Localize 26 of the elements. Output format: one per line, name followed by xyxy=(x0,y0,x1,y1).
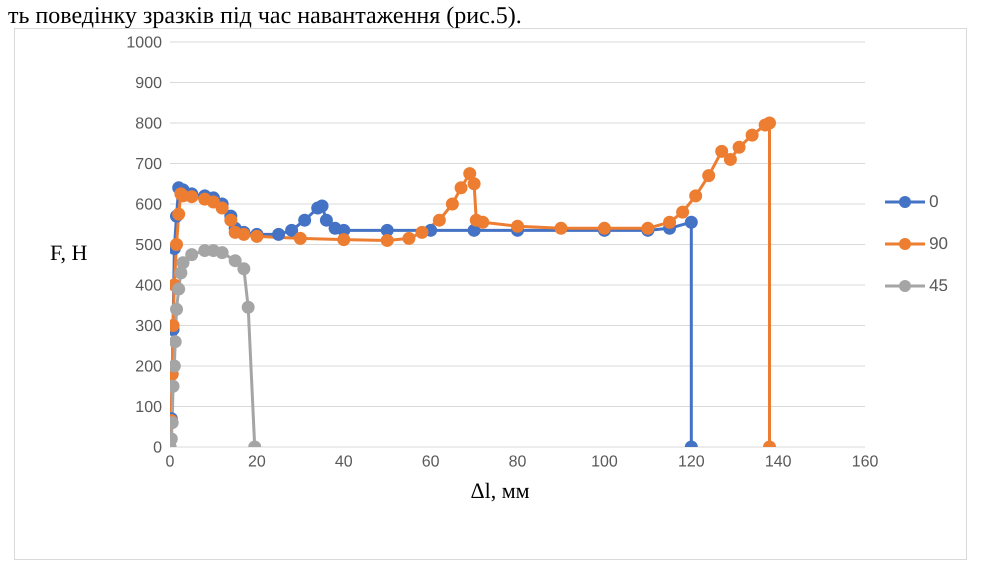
y-axis-title: F, H xyxy=(50,240,88,266)
y-tick-label: 200 xyxy=(135,358,162,376)
y-tick-label: 500 xyxy=(135,237,162,254)
x-tick-label: 100 xyxy=(591,453,618,470)
y-tick-label: 0 xyxy=(153,440,162,457)
y-tick-label: 800 xyxy=(135,116,162,133)
x-tick-label: 40 xyxy=(334,453,353,470)
x-tick-label: 60 xyxy=(422,453,440,470)
x-tick-label: 120 xyxy=(678,453,705,470)
y-tick-label: 600 xyxy=(135,196,162,214)
x-tick-label: 20 xyxy=(248,453,266,470)
y-tick-label: 900 xyxy=(135,75,162,92)
y-tick-label: 1000 xyxy=(126,34,162,52)
y-tick-label: 100 xyxy=(135,399,162,416)
x-tick-label: 140 xyxy=(764,453,792,470)
legend-label: 45 xyxy=(929,276,948,296)
y-tick-label: 400 xyxy=(135,278,162,295)
x-axis-title: Δl, мм xyxy=(469,478,531,504)
x-tick-label: 160 xyxy=(852,453,879,470)
legend-label: 0 xyxy=(929,192,939,212)
legend-label: 90 xyxy=(929,234,948,254)
x-tick-label: 0 xyxy=(166,453,175,470)
y-tick-label: 700 xyxy=(135,156,162,174)
y-tick-label: 300 xyxy=(135,318,162,336)
x-tick-label: 80 xyxy=(508,453,527,470)
text: ть поведінку зразків під час навантаження (рис.5). xyxy=(8,2,522,30)
